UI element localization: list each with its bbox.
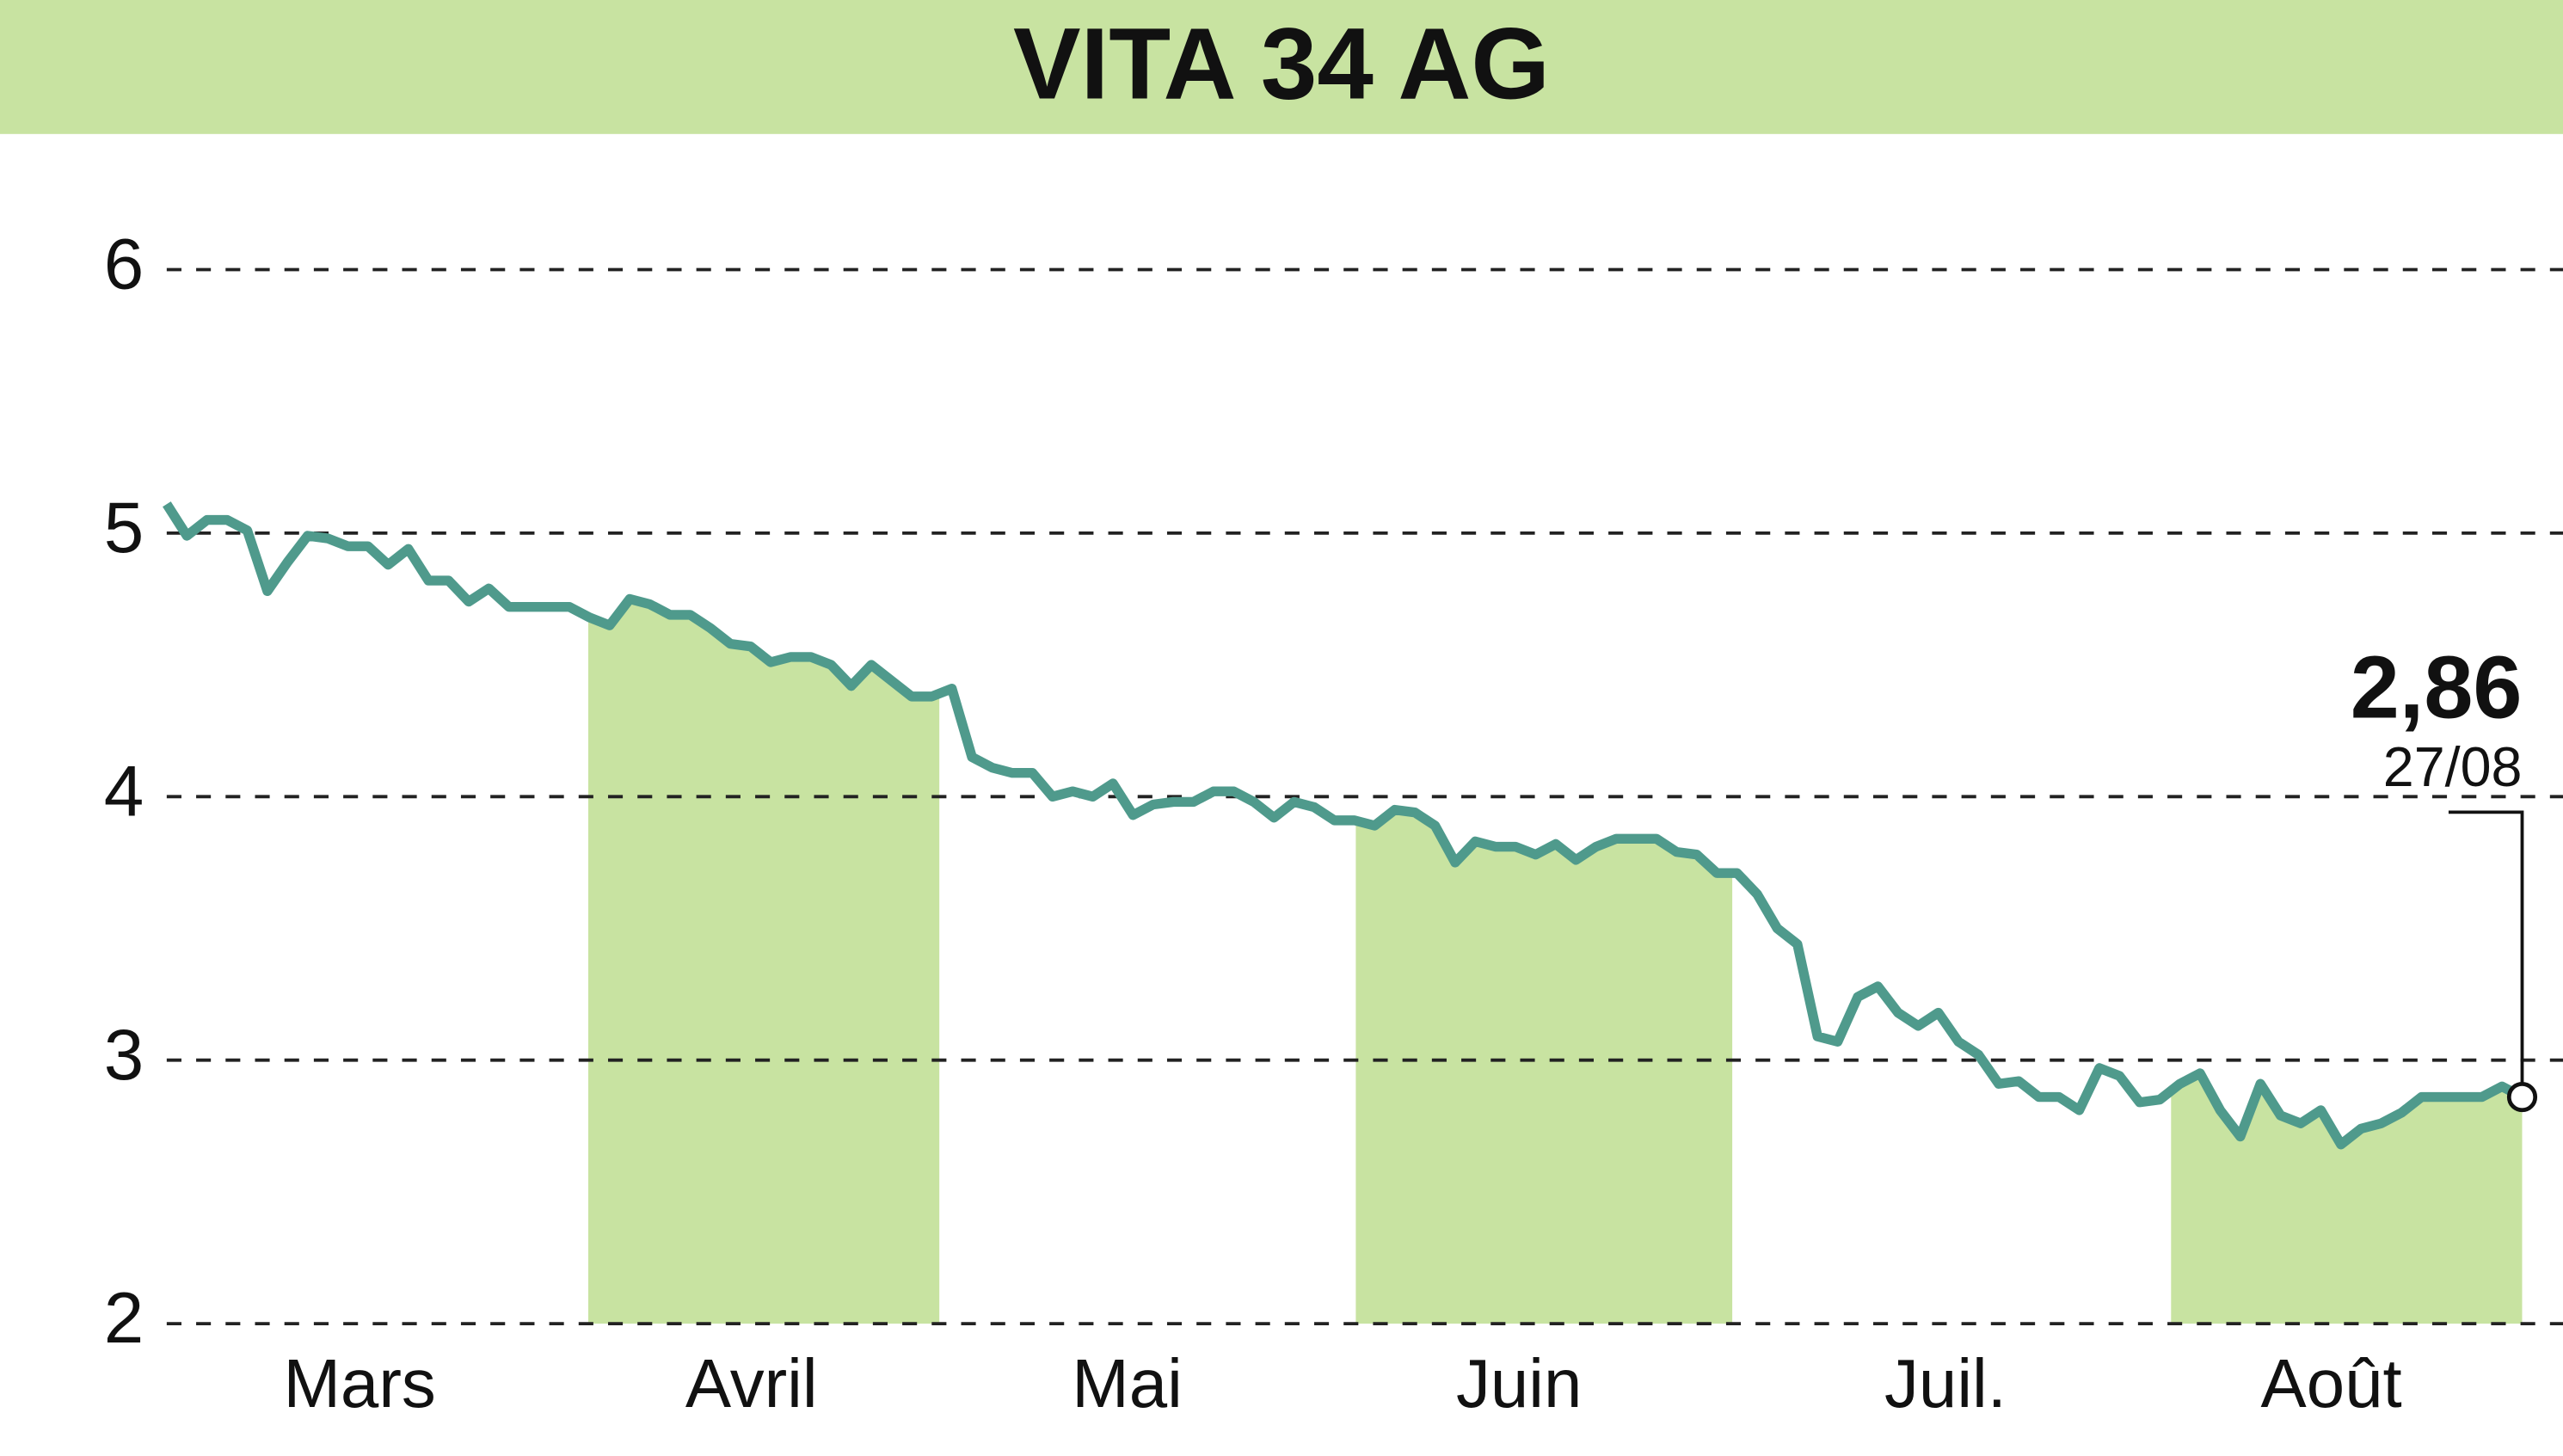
y-tick-label: 4 xyxy=(104,750,144,831)
last-point xyxy=(2506,1082,2538,1113)
y-tick-label: 5 xyxy=(104,487,144,568)
last-value-label: 2,86 xyxy=(2351,638,2523,737)
x-tick-label: Juil. xyxy=(1884,1345,2007,1422)
chart-title: VITA 34 AG xyxy=(1013,7,1550,120)
month-area xyxy=(1355,809,1733,1324)
x-tick-label: Mai xyxy=(1072,1345,1183,1422)
x-tick-label: Juin xyxy=(1456,1345,1582,1422)
price-line xyxy=(163,501,2525,1150)
y-tick-label: 3 xyxy=(104,1014,144,1095)
last-date-label: 27/08 xyxy=(2383,736,2523,798)
y-tick-label: 2 xyxy=(104,1277,144,1358)
header-band xyxy=(0,0,2563,134)
y-tick-label: 6 xyxy=(104,224,144,304)
month-area xyxy=(587,599,940,1324)
x-tick-label: Avril xyxy=(685,1345,818,1422)
leader-line xyxy=(2448,810,2524,1097)
x-tick-label: Mars xyxy=(283,1345,435,1422)
x-tick-label: Août xyxy=(2260,1345,2401,1422)
month-area xyxy=(2171,1073,2523,1324)
